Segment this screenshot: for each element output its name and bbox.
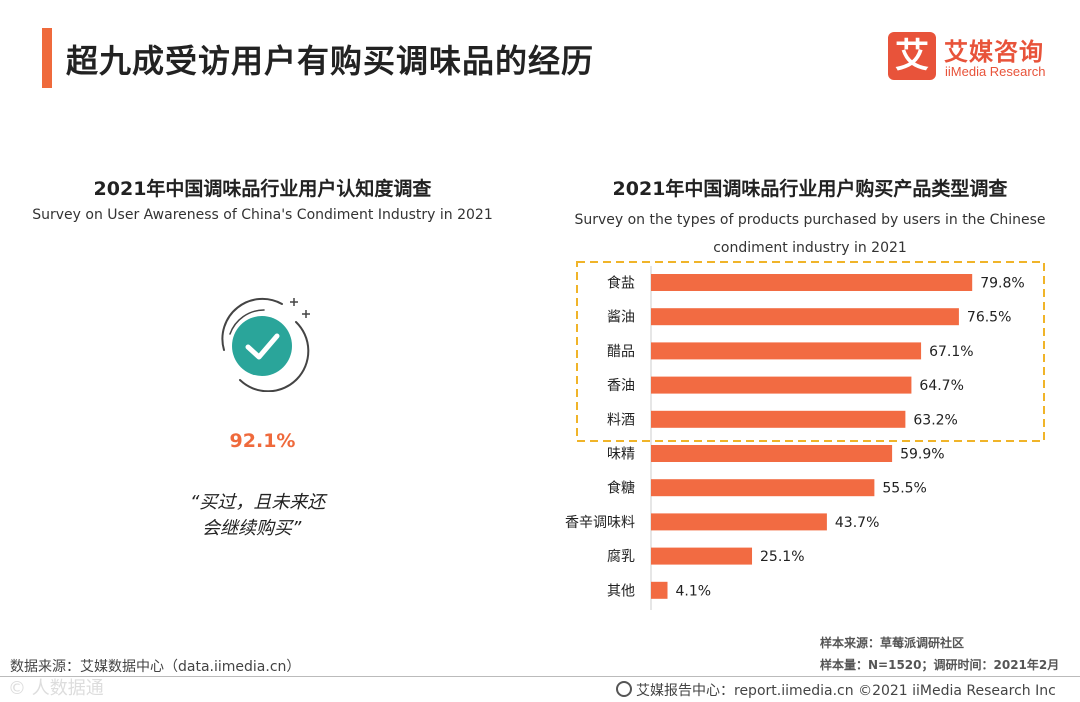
checkmark-icon: [221, 297, 310, 392]
quote-line-1: “买过，且未来还: [190, 492, 326, 513]
iimedia-logo: 艾 艾媒咨询 iiMedia Research: [888, 32, 1068, 82]
category-label: 香油: [607, 378, 635, 394]
category-label: 食盐: [607, 275, 635, 292]
quote-line-2: 会继续购买”: [202, 518, 302, 539]
footer-text: 艾媒报告中心：report.iimedia.cn ©2021 iiMedia R…: [636, 683, 1056, 699]
value-label: 63.2%: [913, 412, 957, 428]
value-label: 55.5%: [882, 481, 926, 497]
value-label: 43.7%: [835, 515, 879, 531]
category-label: 醋品: [607, 344, 635, 360]
value-label: 4.1%: [676, 583, 712, 599]
watermark: © 人数据通: [8, 678, 104, 699]
bar: [651, 274, 973, 291]
bar: [651, 342, 922, 360]
logo-box: [888, 32, 936, 80]
highlight-box: [576, 261, 1045, 442]
footer-divider: [0, 676, 1080, 677]
category-label: 食糖: [607, 480, 635, 497]
bar: [651, 581, 668, 599]
category-label: 料酒: [607, 412, 635, 428]
bar: [651, 410, 906, 428]
sample-source: 样本来源：草莓派调研社区: [820, 636, 965, 650]
category-label: 香辛调味料: [565, 515, 635, 531]
logo-mark: 艾: [895, 36, 929, 76]
category-label: 其他: [607, 583, 635, 599]
page-title: 超九成受访用户有购买调味品的经历: [66, 42, 595, 80]
footer: 艾媒报告中心：report.iimedia.cn ©2021 iiMedia R…: [616, 680, 1056, 700]
bar: [651, 308, 959, 326]
logo-english-name: iiMedia Research: [945, 64, 1046, 79]
bar: [651, 547, 753, 565]
value-label: 59.9%: [900, 447, 944, 463]
title-accent-bar: [42, 28, 52, 88]
bar: [651, 479, 875, 497]
sample-size: 样本量：N=1520；调研时间：2021年2月: [820, 658, 1060, 672]
left-panel-title: 2021年中国调味品行业用户认知度调查: [93, 178, 432, 200]
logo-chinese-name: 艾媒咨询: [944, 38, 1044, 66]
bar: [651, 513, 827, 531]
value-label: 79.8%: [980, 276, 1024, 292]
right-panel-title: 2021年中国调味品行业用户购买产品类型调查: [612, 178, 1008, 200]
value-label: 64.7%: [919, 378, 963, 394]
product-type-bar-chart: 食盐 79.8% 酱油 76.5% 醋品 67.1% 香油 64.7% 料酒 63.2% 味精 59.…: [565, 261, 1045, 610]
left-panel-subtitle: Survey on User Awareness of China's Cond…: [32, 207, 493, 223]
value-label: 67.1%: [929, 344, 973, 360]
data-source: 数据来源：艾媒数据中心（data.iimedia.cn）: [10, 659, 301, 675]
globe-icon: [616, 681, 632, 697]
category-label: 味精: [607, 447, 635, 463]
awareness-percent: 92.1%: [229, 430, 296, 452]
bar: [651, 445, 893, 462]
value-label: 76.5%: [967, 310, 1011, 326]
value-label: 25.1%: [760, 549, 804, 565]
right-panel-subtitle: Survey on the types of products purchase…: [574, 212, 1046, 256]
bar: [651, 376, 912, 394]
category-label: 腐乳: [607, 548, 635, 565]
category-label: 酱油: [607, 310, 635, 326]
quote-text: “买过，且未来还 会继续购买”: [190, 490, 390, 542]
